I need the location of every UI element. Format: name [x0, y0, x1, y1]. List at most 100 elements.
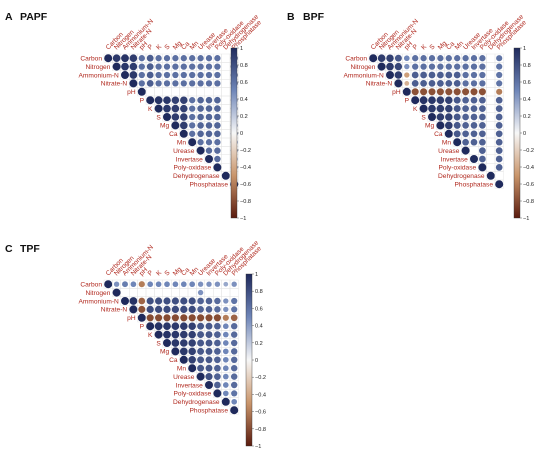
panel-a-cell-2-14 — [221, 70, 231, 80]
panel-c-circle-4-9 — [180, 314, 188, 322]
panel-a-cell-3-14 — [221, 78, 231, 88]
panel-b-circle-0-6 — [420, 55, 427, 62]
panel-b-circle-10-12 — [470, 138, 478, 146]
panel-a-circle-6-6 — [154, 104, 163, 113]
panel-c-circle-3-9 — [180, 305, 188, 314]
panel-a-col-label-6: K — [155, 43, 163, 51]
panel-a-colorbar-label-9: −0.8 — [240, 199, 251, 205]
panel-c-col-label-10: Mn — [189, 266, 201, 278]
panel-c-circle-1-1 — [112, 288, 121, 297]
panel-b-circle-2-15 — [496, 71, 503, 79]
panel-b-circle-2-8 — [437, 71, 444, 79]
panel-a-circle-0-11 — [197, 55, 204, 62]
panel-c-circle-2-15 — [231, 297, 238, 305]
panel-c-circle-2-14 — [223, 298, 229, 304]
panel-a-cell-5-14 — [221, 95, 231, 105]
panel-a-circle-2-11 — [197, 71, 204, 79]
panel-b-circle-11-13 — [479, 147, 486, 154]
panel-b-col-label-7: S — [428, 43, 436, 51]
panel-c-circle-9-12 — [205, 356, 213, 364]
panel-c-col-label-6: K — [155, 269, 163, 277]
panel-c-col-label-4: pH — [138, 266, 149, 277]
panel-b-row-label-8: Mg — [425, 123, 434, 130]
panel-a-circle-9-12 — [205, 130, 213, 138]
panel-a-row-label-8: Mg — [160, 123, 169, 130]
panel-b-circle-13-13 — [478, 163, 487, 172]
panel-a-circle-7-13 — [214, 113, 221, 121]
panel-c-circle-7-9 — [180, 339, 188, 347]
panel-a-circle-8-9 — [180, 121, 188, 130]
panel-b-circle-5-15 — [495, 96, 503, 104]
panel-b-circle-1-10 — [454, 63, 461, 70]
panel-b-row-label-6: K — [413, 106, 418, 113]
panel-a-circle-6-10 — [189, 105, 196, 112]
panel-b-row-label-7: S — [421, 114, 426, 121]
panel-b-circle-7-10 — [453, 113, 461, 121]
panel-b-circle-10-11 — [462, 138, 469, 146]
panel-a-row-label-13: Poly-oxidase — [173, 165, 211, 172]
panel-a-circle-3-7 — [163, 80, 171, 87]
panel-b-circle-2-2 — [386, 71, 394, 79]
panel-b-circle-5-13 — [479, 96, 486, 104]
panel-c-circle-5-11 — [197, 322, 205, 330]
panel-c-row-label-8: Mg — [160, 349, 169, 356]
panel-c-circle-5-10 — [188, 322, 196, 330]
panel-a-circle-8-12 — [205, 122, 213, 129]
panel-b-circle-3-11 — [462, 80, 469, 87]
panel-b-cell-1-14 — [486, 62, 496, 72]
panel-a-colorbar-label-0: 1 — [240, 46, 243, 52]
panel-b-col-label-6: K — [420, 43, 428, 51]
panel-c-circle-9-9 — [179, 355, 188, 364]
panel-b-cell-10-14 — [486, 137, 496, 147]
panel-b-circle-5-5 — [411, 96, 420, 105]
panel-a-circle-1-2 — [121, 62, 129, 71]
panel-a-circle-2-6 — [155, 71, 162, 79]
panel-b-circle-1-7 — [428, 63, 436, 70]
panel-a-circle-3-13 — [214, 80, 221, 87]
panel-c-circle-7-7 — [163, 339, 171, 347]
panel-a-circle-0-1 — [112, 54, 121, 63]
panel-c-circle-6-8 — [171, 330, 180, 339]
panel-b-circle-6-11 — [462, 105, 469, 112]
panel-c-circle-3-6 — [154, 305, 163, 314]
panel-b-circle-3-3 — [394, 79, 403, 88]
panel-a-circle-2-3 — [129, 71, 138, 79]
panel-a-circle-11-12 — [205, 147, 213, 154]
panel-a-col-label-10: Mn — [189, 40, 201, 52]
panel-c-row-label-4: pH — [127, 315, 136, 322]
panel-b-circle-2-4 — [404, 72, 410, 78]
panel-a-circle-7-12 — [205, 113, 213, 121]
panel-c-circle-8-13 — [214, 348, 221, 355]
panel-a-row-label-0: Carbon — [80, 56, 102, 63]
panel-b-circle-2-12 — [470, 71, 478, 79]
panel-c-circle-3-12 — [205, 306, 213, 313]
panel-b-circle-0-0 — [369, 54, 378, 63]
panel-b-row-label-5: P — [405, 98, 410, 105]
panel-a-circle-8-10 — [189, 122, 196, 129]
panel-b-circle-3-4 — [404, 81, 410, 86]
panel-b-letter: B — [287, 11, 295, 23]
panel-c-circle-2-3 — [129, 297, 138, 305]
panel-c-circle-9-13 — [214, 356, 221, 364]
panel-b-circle-0-1 — [377, 54, 386, 62]
panel-b-circle-4-5 — [411, 88, 419, 96]
panel-b-circle-10-13 — [479, 138, 486, 146]
panel-a-circle-3-10 — [189, 80, 196, 87]
panel-b-circle-0-10 — [454, 55, 461, 62]
panel-c-circle-5-12 — [205, 322, 213, 330]
panel-b-circle-0-9 — [445, 55, 452, 62]
panel-c-circle-10-13 — [214, 364, 221, 372]
panel-a-circle-6-11 — [197, 105, 204, 112]
panel-c-circle-10-15 — [230, 364, 238, 372]
panel-c-circle-11-14 — [222, 373, 229, 380]
panel-c-circle-7-8 — [171, 339, 180, 347]
panel-b-col-label-8: Mg — [437, 40, 449, 52]
panel-c-circle-9-15 — [230, 356, 238, 364]
panel-c-circle-6-14 — [222, 331, 229, 338]
panel-b-circle-9-12 — [470, 130, 478, 138]
panel-a-circle-2-10 — [189, 71, 196, 79]
panel-c-circle-7-13 — [214, 339, 221, 347]
panel-b-row-label-12: Invertase — [441, 156, 468, 163]
